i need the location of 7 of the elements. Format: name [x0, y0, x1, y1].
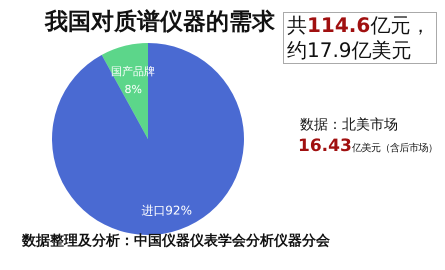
text: 共114.6亿元，约17.9亿美元	[283, 12, 437, 64]
text: 数据整理及分析：中国仪器仪表学会分析仪器分会	[22, 232, 330, 250]
data-label: 8%	[124, 83, 142, 96]
chart-title: 我国对质谱仪器的需求	[45, 9, 275, 35]
text: 数据：北美市场	[300, 116, 398, 134]
slice-label: 进口92%	[141, 204, 192, 218]
text: 16.43亿美元（含后市场）	[298, 136, 438, 156]
